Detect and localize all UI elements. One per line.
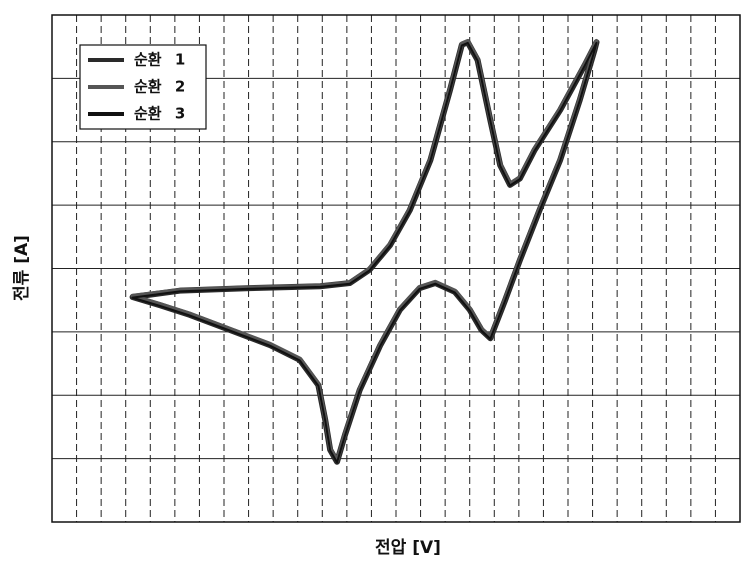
- y-axis-label: 전류 [A]: [12, 235, 32, 301]
- legend-label: 순환 3: [134, 105, 185, 123]
- legend-label: 순환 1: [134, 51, 185, 69]
- x-axis-label: 전압 [V]: [375, 537, 441, 558]
- legend-label: 순환 2: [134, 78, 185, 96]
